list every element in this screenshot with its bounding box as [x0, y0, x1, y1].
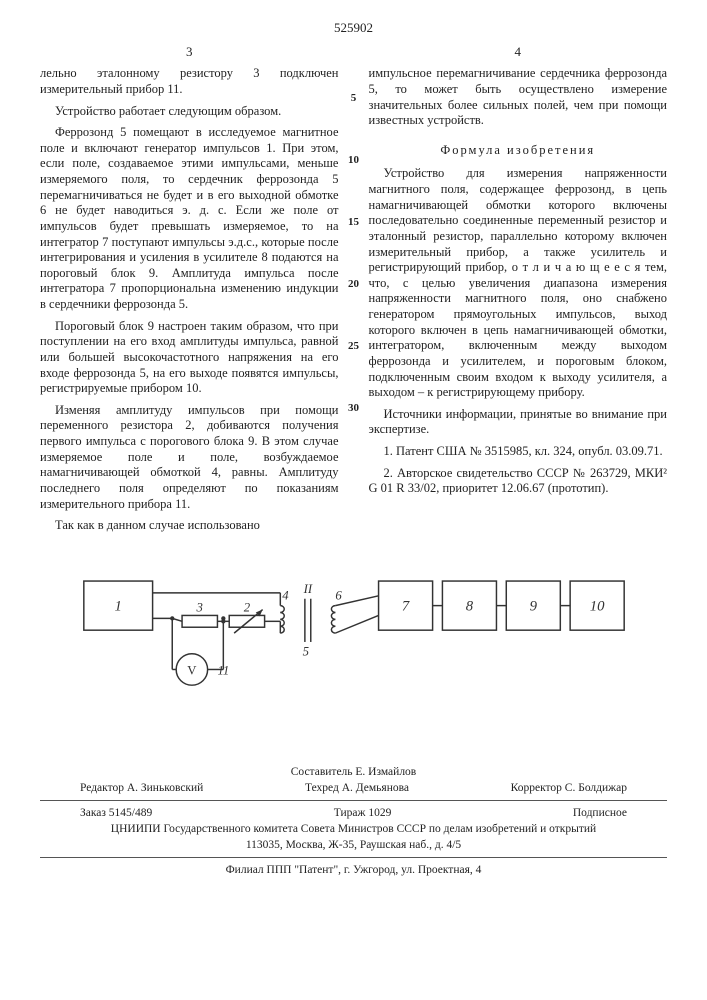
line-number: 25 [344, 340, 364, 352]
line-number: 30 [344, 402, 364, 414]
sign: Подписное [573, 805, 627, 821]
svg-text:10: 10 [589, 598, 604, 614]
col-num-right: 4 [369, 44, 668, 60]
svg-text:5: 5 [302, 644, 308, 658]
svg-text:2: 2 [243, 600, 250, 614]
sources-title: Источники информации, принятые во вниман… [369, 407, 668, 438]
svg-text:II: II [302, 582, 312, 596]
line-number: 15 [344, 216, 364, 228]
credits-block: Составитель Е. Измайлов Редактор А. Зинь… [40, 764, 667, 879]
patent-number: 525902 [40, 20, 667, 36]
para: Феррозонд 5 помещают в исследуемое магни… [40, 125, 339, 313]
svg-text:7: 7 [401, 598, 409, 614]
para: лельно эталонному резистору 3 подключен … [40, 66, 339, 97]
svg-text:1: 1 [114, 598, 121, 614]
formula-title: Формула изобретения [369, 143, 668, 159]
source-item: 1. Патент США № 3515985, кл. 324, опубл.… [369, 444, 668, 460]
tirazh: Тираж 1029 [334, 805, 392, 821]
para: Устройство работает следующим образом. [40, 104, 339, 120]
formula-body: Устройство для измерения напряженности м… [369, 166, 668, 400]
text-columns: 3 лельно эталонному резистору 3 подключе… [40, 44, 667, 540]
right-column: 4 импульсное перемагничивание сердечника… [369, 44, 668, 540]
org: ЦНИИПИ Государственного комитета Совета … [40, 821, 667, 837]
branch: Филиал ППП "Патент", г. Ужгород, ул. Про… [40, 862, 667, 878]
svg-text:3: 3 [195, 600, 202, 614]
circuit-diagram: 1789103245II6V11 [74, 560, 634, 724]
line-number: 5 [344, 92, 364, 104]
svg-text:V: V [187, 663, 197, 677]
para: импульсное перемагничивание сердечника ф… [369, 66, 668, 129]
para: Изменяя амплитуду импульсов при помощи п… [40, 403, 339, 512]
composer: Составитель Е. Измайлов [40, 764, 667, 780]
para: Так как в данном случае использовано [40, 518, 339, 534]
line-number: 20 [344, 278, 364, 290]
line-number: 10 [344, 154, 364, 166]
editor: Редактор А. Зиньковский [80, 780, 203, 796]
svg-text:9: 9 [529, 598, 537, 614]
address: 113035, Москва, Ж-35, Раушская наб., д. … [40, 837, 667, 853]
para: Пороговый блок 9 настроен таким образом,… [40, 319, 339, 397]
corrector: Корректор С. Болдижар [511, 780, 627, 796]
source-item: 2. Авторское свидетельство СССР № 263729… [369, 466, 668, 497]
col-num-left: 3 [40, 44, 339, 60]
techred: Техред А. Демьянова [305, 780, 409, 796]
left-column: 3 лельно эталонному резистору 3 подключе… [40, 44, 339, 540]
svg-text:8: 8 [465, 598, 473, 614]
svg-text:6: 6 [335, 588, 342, 602]
order: Заказ 5145/489 [80, 805, 152, 821]
svg-text:4: 4 [282, 588, 289, 602]
